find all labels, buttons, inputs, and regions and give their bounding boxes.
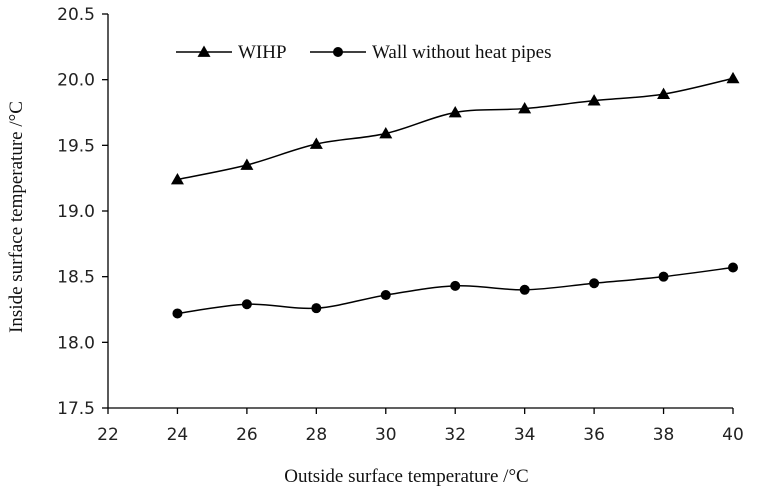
y-tick-label: 18.5 (57, 268, 95, 288)
x-tick-label: 34 (514, 425, 536, 445)
y-tick-label: 19.5 (57, 136, 95, 156)
x-tick-label: 38 (653, 425, 675, 445)
legend-label: WIHP (238, 42, 287, 63)
x-tick-label: 28 (306, 425, 328, 445)
y-tick-label: 19.0 (57, 202, 95, 222)
y-tick-label: 17.5 (57, 399, 95, 419)
y-axis-title: Inside surface temperature /°C (6, 101, 27, 333)
data-point-circle (589, 278, 600, 289)
data-point-triangle (587, 94, 601, 106)
series-line (177, 77, 734, 181)
data-point-triangle (726, 71, 740, 84)
series-wihp (170, 71, 740, 185)
legend-item: Wall without heat pipes (310, 42, 551, 63)
legend-triangle-marker (197, 45, 211, 57)
x-tick-label: 30 (375, 425, 397, 445)
x-tick-label: 36 (583, 425, 605, 445)
x-axis-title: Outside surface temperature /°C (284, 466, 528, 487)
series-wall-without-heat-pipes (172, 262, 738, 319)
x-tick-label: 26 (236, 425, 258, 445)
x-tick-label: 32 (444, 425, 466, 445)
data-point-circle (241, 299, 252, 310)
x-ticks: 22 24 26 28 30 32 34 36 38 40 (97, 408, 744, 445)
data-point-circle (658, 271, 669, 282)
data-point-triangle (518, 102, 532, 114)
legend-item: WIHP (176, 42, 287, 63)
x-tick-label: 40 (722, 425, 744, 445)
data-point-triangle (240, 158, 254, 170)
legend-circle-marker (333, 47, 343, 57)
data-point-triangle (170, 172, 184, 185)
data-point-circle (172, 308, 183, 319)
legend: WIHP Wall without heat pipes (176, 42, 551, 63)
y-tick-label: 18.0 (57, 333, 95, 353)
y-ticks: 17.5 18.0 18.5 19.0 19.5 20.0 20.5 (57, 5, 108, 419)
data-point-triangle (657, 87, 671, 99)
legend-label: Wall without heat pipes (372, 42, 551, 63)
data-point-triangle (309, 137, 323, 149)
data-point-triangle (379, 127, 393, 139)
x-tick-label: 22 (97, 425, 119, 445)
data-point-circle (380, 290, 391, 301)
data-point-circle (728, 262, 738, 273)
axes (107, 14, 733, 409)
data-point-triangle (448, 106, 462, 118)
data-point-circle (450, 280, 461, 291)
x-tick-label: 24 (167, 425, 189, 445)
series-layer (170, 71, 740, 319)
data-point-circle (519, 284, 530, 295)
y-tick-label: 20.0 (57, 71, 95, 91)
data-point-circle (311, 303, 322, 314)
y-tick-label: 20.5 (57, 5, 95, 25)
